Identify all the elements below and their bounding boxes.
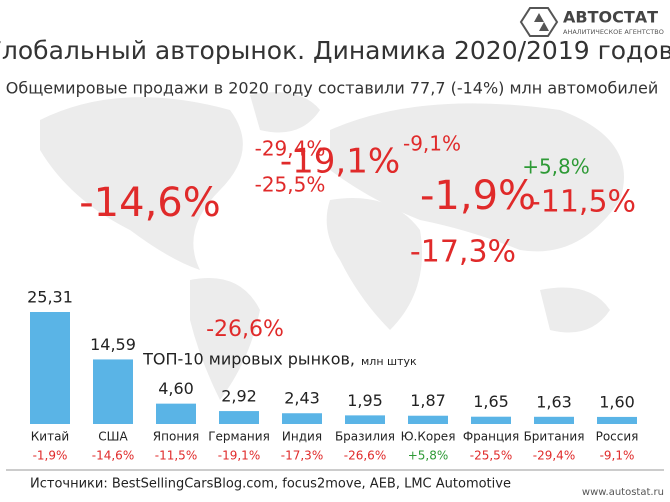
change-label: -14,6%	[92, 449, 134, 463]
world-map	[40, 92, 624, 400]
source: Источники: BestSellingCarsBlog.com, focu…	[30, 477, 511, 492]
map-label: -25,5%	[255, 173, 326, 197]
brand: АВТОСТАТ	[563, 8, 658, 27]
map-label: -26,6%	[206, 317, 284, 342]
x-tick-label: Британия	[524, 430, 585, 444]
change-label: -25,5%	[470, 449, 512, 463]
map-label: +5,8%	[522, 155, 590, 179]
map-label: -9,1%	[403, 132, 461, 156]
value-label: 1,60	[599, 392, 635, 411]
website: www.autostat.ru	[582, 487, 664, 498]
bar	[156, 403, 196, 424]
value-label: 2,43	[284, 389, 320, 408]
bar	[93, 359, 133, 424]
change-label: -26,6%	[344, 449, 386, 463]
change-label: -19,1%	[218, 449, 260, 463]
change-label: -9,1%	[600, 449, 635, 463]
bar	[219, 411, 259, 424]
value-label: 4,60	[158, 379, 194, 398]
value-label: 25,31	[27, 288, 73, 307]
value-label: 1,87	[410, 391, 446, 410]
bar	[408, 415, 448, 424]
change-label: -1,9%	[33, 449, 68, 463]
x-tick-label: Индия	[282, 430, 322, 444]
x-tick-label: Китай	[31, 430, 69, 444]
chart-title: Глобальный авторынок. Динамика 2020/2019…	[0, 36, 670, 65]
bar	[30, 312, 70, 424]
x-tick-label: Россия	[596, 430, 639, 444]
map-label: -17,3%	[410, 235, 516, 270]
x-tick-label: Япония	[153, 430, 199, 444]
x-tick-label: США	[98, 430, 128, 444]
map-label: -29,4%	[255, 137, 326, 161]
value-label: 1,65	[473, 392, 509, 411]
bar-chart-title: ТОП-10 мировых рынков,	[142, 350, 355, 369]
map-label: -1,9%	[420, 173, 536, 219]
x-tick-label: Франция	[463, 430, 519, 444]
bar	[471, 416, 511, 424]
x-tick-label: Бразилия	[335, 430, 395, 444]
map-label: -14,6%	[79, 180, 221, 226]
map-label: -19,1%	[280, 142, 400, 182]
change-label: +5,8%	[408, 449, 449, 463]
logo	[519, 7, 559, 37]
change-label: -11,5%	[155, 449, 197, 463]
value-label: 1,63	[536, 392, 572, 411]
x-tick-label: Германия	[208, 430, 270, 444]
change-label: -29,4%	[533, 449, 575, 463]
map-label: -11,5%	[530, 185, 636, 220]
unit: млн штук	[361, 355, 417, 368]
bar	[534, 416, 574, 424]
subtitle: Общемировые продажи в 2020 году составил…	[6, 79, 659, 98]
value-label: 1,95	[347, 391, 383, 410]
change-label: -17,3%	[281, 449, 323, 463]
bar	[282, 413, 322, 424]
value-label: 2,92	[221, 387, 257, 406]
x-tick-label: Ю.Корея	[401, 430, 456, 444]
bar	[345, 415, 385, 424]
bar	[597, 416, 637, 424]
value-label: 14,59	[90, 335, 136, 354]
brand-tagline: АНАЛИТИЧЕСКОЕ АГЕНТСТВО	[563, 28, 664, 36]
